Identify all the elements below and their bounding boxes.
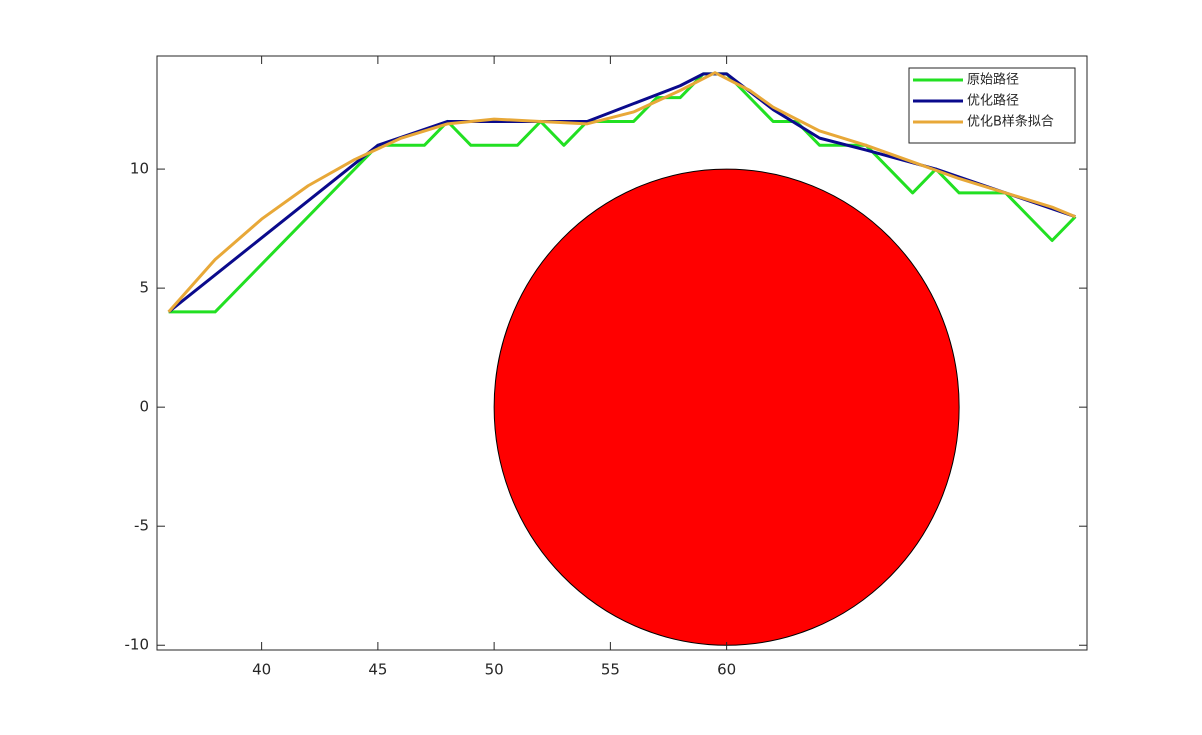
y-tick-label: -10: [125, 636, 150, 654]
legend-label: 优化B样条拟合: [967, 114, 1054, 130]
x-tick-label: 55: [601, 661, 620, 679]
series-line: [167, 71, 1076, 313]
legend-label: 原始路径: [967, 72, 1019, 88]
x-tick-label: 50: [485, 661, 504, 679]
x-tick-label: 45: [368, 661, 387, 679]
y-tick-label: 0: [139, 398, 149, 416]
x-tick-label: 40: [252, 661, 271, 679]
axes-box: [156, 55, 1088, 651]
y-tick-label: 10: [130, 160, 149, 178]
y-tick-label: -5: [134, 517, 149, 535]
obstacle: [493, 168, 960, 646]
y-tick-label: 5: [139, 279, 149, 297]
legend-label: 优化路径: [967, 93, 1019, 109]
x-tick-label: 60: [717, 661, 736, 679]
